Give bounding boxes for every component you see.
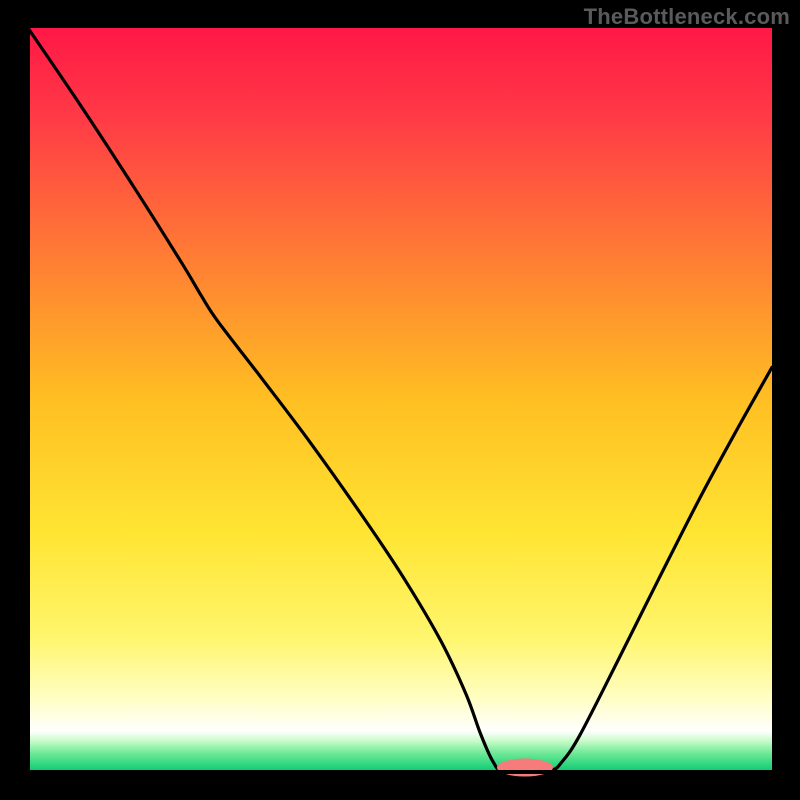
bottleneck-chart-container: { "watermark": { "text": "TheBottleneck.…	[0, 0, 800, 800]
bottleneck-curve-chart	[0, 0, 800, 800]
watermark-text: TheBottleneck.com	[584, 4, 790, 30]
plot-background	[28, 28, 772, 772]
